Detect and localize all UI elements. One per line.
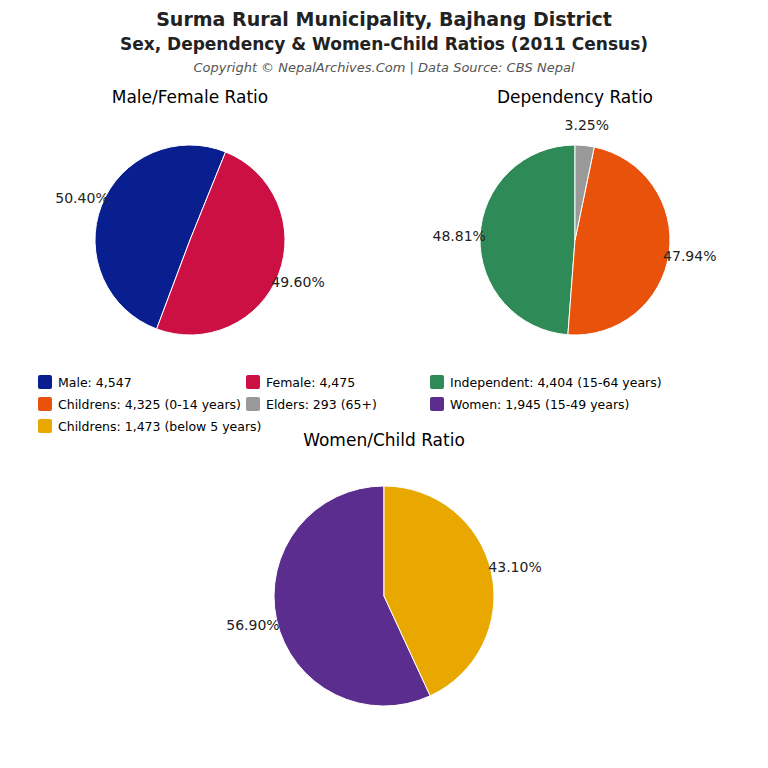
legend-entry: Female: 4,475 [266,375,355,390]
legend-swatch [38,419,52,433]
data-label: 50.40% [55,190,108,206]
legend-entry: Women: 1,945 (15-49 years) [450,397,629,412]
chart-canvas: Surma Rural Municipality, Bajhang Distri… [0,0,768,768]
pie-slice [157,152,285,335]
pie-chart: Women/Child Ratio 56.90% 43.10% [226,430,542,706]
legend-swatch [430,375,444,389]
legend: Male: 4,547 Female: 4,475 Independent: 4,4… [38,375,662,434]
pie-slice [480,145,575,335]
data-label: 48.81% [432,228,485,244]
legend-swatch [430,397,444,411]
pie-chart: Male/Female Ratio 50.40% 49.60% [55,87,324,335]
page-subtitle: Sex, Dependency & Women-Child Ratios (20… [120,34,648,54]
data-label: 3.25% [565,117,609,133]
data-label: 43.10% [488,559,541,575]
page-title: Surma Rural Municipality, Bajhang Distri… [156,8,612,30]
legend-swatch [38,397,52,411]
annotation: Copyright © NepalArchives.Com | Data Sou… [193,60,574,75]
pie-slice [575,145,594,240]
chart-title: Male/Female Ratio [112,87,269,107]
legend-swatch [246,375,260,389]
legend-entry: Childrens: 4,325 (0-14 years) [58,397,241,412]
chart-title: Women/Child Ratio [303,430,465,450]
legend-swatch [38,375,52,389]
data-label: 49.60% [271,274,324,290]
legend-entry: Childrens: 1,473 (below 5 years) [58,419,262,434]
pie-chart: Dependency Ratio 48.81% 47.94% 3.25% [432,87,716,335]
pie-slice [384,486,494,696]
legend-entry: Male: 4,547 [58,375,132,390]
chart-title: Dependency Ratio [497,87,653,107]
data-label: 47.94% [663,248,716,264]
data-label: 56.90% [226,617,279,633]
legend-swatch [246,397,260,411]
legend-entry: Independent: 4,404 (15-64 years) [450,375,662,390]
legend-entry: Elders: 293 (65+) [266,397,377,412]
